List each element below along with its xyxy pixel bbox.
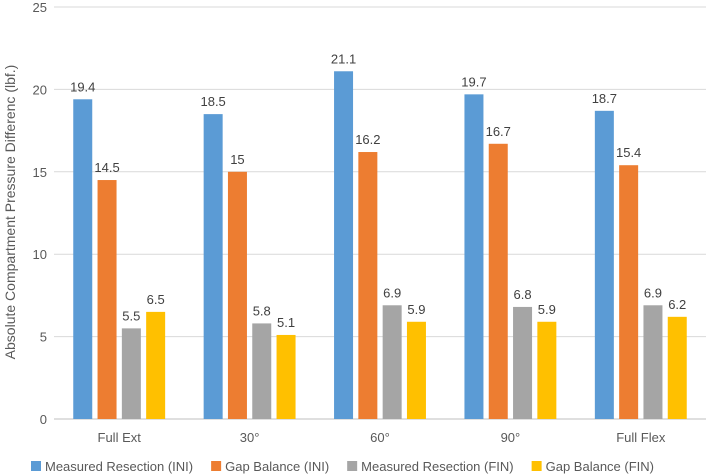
data-label: 16.7: [486, 124, 511, 139]
data-label: 5.9: [538, 302, 556, 317]
legend-item: Measured Resection (FIN): [347, 459, 514, 474]
bar: [406, 321, 426, 419]
legend-label: Measured Resection (INI): [45, 459, 193, 474]
y-tick-label: 25: [33, 0, 47, 15]
legend-item: Gap Balance (INI): [211, 459, 329, 474]
bar: [227, 171, 247, 419]
data-label: 18.7: [592, 91, 617, 106]
x-tick-label: 30°: [240, 430, 260, 445]
bar: [334, 71, 354, 419]
data-label: 14.5: [94, 160, 119, 175]
y-axis-ticks: 0 5 10 15 20 25: [33, 0, 47, 427]
legend-item: Measured Resection (INI): [31, 459, 193, 474]
y-axis-label: Absolute Compartment Pressure Differenc …: [2, 65, 18, 360]
bar: [97, 180, 117, 419]
bar: [121, 328, 141, 419]
x-tick-label: 90°: [501, 430, 521, 445]
legend-label: Gap Balance (FIN): [546, 459, 654, 474]
y-tick-label: 20: [33, 82, 47, 97]
bar: [594, 110, 614, 419]
bar: [276, 334, 296, 419]
data-label: 21.1: [331, 51, 356, 66]
legend-label: Gap Balance (INI): [225, 459, 329, 474]
data-label: 6.9: [644, 285, 662, 300]
legend-label: Measured Resection (FIN): [361, 459, 513, 474]
bar: [513, 306, 533, 419]
data-label: 6.2: [668, 297, 686, 312]
data-label: 6.5: [147, 292, 165, 307]
data-label: 15.4: [616, 145, 641, 160]
bar: [643, 305, 663, 419]
x-axis-categories: Full Ext 30° 60° 90° Full Flex: [98, 430, 666, 445]
data-label: 19.7: [461, 74, 486, 89]
bar: [537, 321, 557, 419]
data-label: 15: [230, 152, 244, 167]
y-tick-label: 5: [40, 330, 47, 345]
legend-swatch: [531, 461, 542, 471]
data-label: 5.9: [407, 302, 425, 317]
data-label: 18.5: [200, 94, 225, 109]
bar: [464, 94, 484, 420]
legend-swatch: [211, 461, 222, 471]
legend: Measured Resection (INI) Gap Balance (INI…: [31, 459, 654, 474]
legend-item: Gap Balance (FIN): [531, 459, 654, 474]
bar: [382, 305, 402, 419]
bar: [619, 165, 639, 419]
y-tick-label: 10: [33, 247, 47, 262]
x-tick-label: Full Ext: [98, 430, 142, 445]
bar: [203, 114, 223, 420]
data-label: 6.9: [383, 285, 401, 300]
y-tick-label: 15: [33, 165, 47, 180]
bars: [73, 71, 687, 420]
bar: [252, 323, 272, 419]
legend-swatch: [347, 461, 358, 471]
data-label: 5.1: [277, 315, 295, 330]
x-tick-label: 60°: [370, 430, 390, 445]
bar: [146, 311, 166, 419]
bar: [358, 152, 378, 420]
legend-swatch: [31, 461, 41, 471]
y-tick-label: 0: [40, 412, 47, 427]
bar: [73, 99, 93, 420]
data-label: 16.2: [355, 132, 380, 147]
data-label: 19.4: [70, 79, 95, 94]
data-labels: 19.4 14.5 5.5 6.5 18.5 15 5.8 5.1 21.1 16.2 6.9 5.9…: [70, 51, 686, 330]
data-label: 5.5: [122, 308, 140, 323]
data-label: 5.8: [253, 303, 271, 318]
bar: [488, 143, 508, 419]
bar: [667, 316, 687, 419]
x-tick-label: Full Flex: [616, 430, 666, 445]
data-label: 6.8: [514, 287, 532, 302]
